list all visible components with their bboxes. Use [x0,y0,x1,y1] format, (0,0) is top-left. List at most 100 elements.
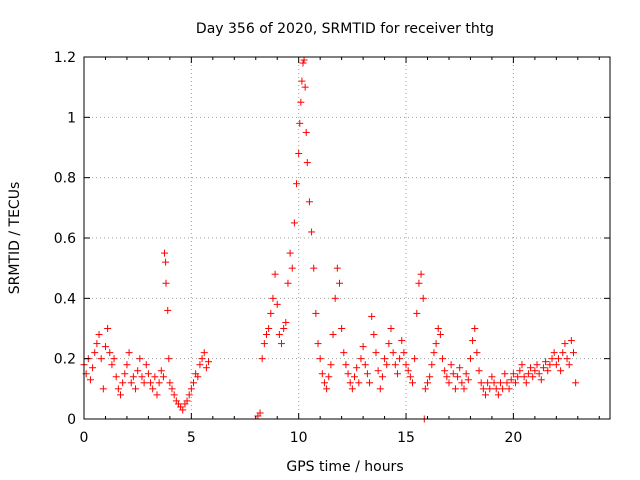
data-point [520,373,528,381]
data-point [138,373,146,381]
grid [84,57,610,419]
data-point [396,355,404,363]
data-point [288,264,296,272]
data-point [147,379,155,387]
data-point [473,349,481,357]
x-tick-label: 10 [290,430,308,446]
data-point [136,355,144,363]
data-point [466,355,474,363]
data-point [542,358,550,366]
x-axis-label: GPS time / hours [286,459,403,475]
data-point [196,361,204,369]
data-point [424,379,432,387]
data-point [486,385,494,393]
data-point [439,355,447,363]
data-point [404,367,412,375]
data-point [300,56,308,64]
x-tick-label: 20 [504,430,522,446]
data-point [355,379,363,387]
data-point [550,349,558,357]
data-point [318,370,326,378]
tick-labels: 0 0.2 0.4 0.6 0.8 1 1.2 0 5 10 15 20 [54,50,523,446]
data-point [162,279,170,287]
data-point [501,370,509,378]
data-point [286,249,294,257]
data-point [411,355,419,363]
data-point [187,385,195,393]
data-point [552,361,560,369]
data-point [451,385,459,393]
data-point [419,294,427,302]
data-point [359,343,367,351]
data-point [454,373,462,381]
data-point [149,385,157,393]
data-point [441,367,449,375]
data-point [104,325,112,332]
data-point [290,219,298,227]
data-point [381,355,389,363]
data-point [432,340,440,348]
data-point [469,337,477,345]
data-point [372,349,380,357]
data-point [200,349,208,357]
data-point [421,385,429,393]
data-point [116,391,124,399]
data-point [563,355,571,363]
data-point [123,361,131,369]
data-point [497,379,505,387]
data-point [161,249,169,257]
data-point [499,385,507,393]
data-point [323,385,331,393]
data-point [340,349,348,357]
data-point [95,331,103,339]
data-point [179,406,187,414]
data-point [378,373,386,381]
data-point [529,373,537,381]
data-point [157,367,165,375]
data-point [114,385,122,393]
chart-title: Day 356 of 2020, SRMTID for receiver tht… [196,21,494,37]
data-point [101,343,109,351]
y-tick-label: 0.8 [54,171,76,187]
data-point [449,370,457,378]
data-point [458,379,466,387]
data-point [89,364,97,372]
data-point [344,370,352,378]
data-point [325,373,333,381]
data-point [475,367,483,375]
data-point [539,364,547,372]
data-point [299,59,307,67]
data-points [80,56,580,423]
data-point [108,361,116,369]
data-point [447,361,455,369]
data-point [535,370,543,378]
data-point [151,373,159,381]
plot-frame [83,56,611,420]
y-axis-label: SRMTID / TECUs [7,182,23,295]
data-point [484,379,492,387]
data-point [284,279,292,287]
data-point [91,349,99,357]
data-point [430,349,438,357]
y-tick-label: 0 [67,412,76,428]
data-point [436,331,444,339]
data-point [273,300,281,308]
data-point [333,264,341,272]
data-point [132,385,140,393]
data-point [260,340,268,348]
data-point [86,376,94,384]
data-point [127,379,135,387]
data-point [194,373,202,381]
data-point [170,391,178,399]
data-point [282,318,290,326]
data-point [406,373,414,381]
data-point [398,337,406,345]
data-point [492,385,500,393]
data-point [278,340,286,348]
data-point [142,361,150,369]
data-point [471,325,479,332]
data-point [165,355,173,363]
data-point [505,385,513,393]
data-point [494,391,502,399]
